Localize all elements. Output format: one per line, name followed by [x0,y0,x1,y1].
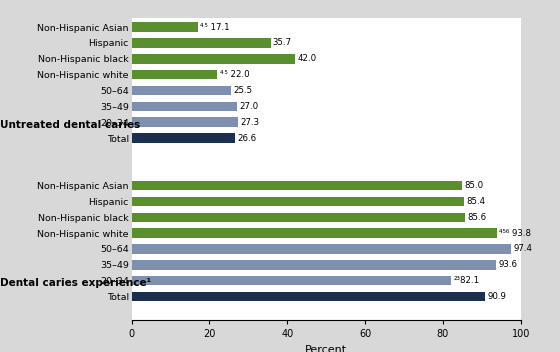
Text: 35.7: 35.7 [273,38,292,48]
Bar [132,38,270,48]
Bar [132,197,464,206]
Bar [132,228,497,238]
Text: 90.9: 90.9 [488,292,507,301]
Text: 97.4: 97.4 [513,245,532,253]
Text: 26.6: 26.6 [237,133,256,143]
Bar [132,70,217,80]
Bar [132,102,237,111]
Text: ⁴ ⁵ 22.0: ⁴ ⁵ 22.0 [220,70,249,79]
Bar [132,181,463,190]
Text: 85.0: 85.0 [465,181,484,190]
Bar [132,118,238,127]
Text: 42.0: 42.0 [297,54,316,63]
Text: 93.6: 93.6 [498,260,517,269]
Bar [132,292,486,301]
Bar [132,54,295,64]
Text: ⁴⁵⁶ 93.8: ⁴⁵⁶ 93.8 [499,229,531,238]
Bar [132,276,451,285]
Text: ²³82.1: ²³82.1 [454,276,479,285]
Bar [132,23,198,32]
Text: 27.0: 27.0 [239,102,258,111]
Bar [132,133,235,143]
Bar [132,86,231,95]
Bar [132,260,496,270]
Text: 27.3: 27.3 [240,118,259,127]
Text: 25.5: 25.5 [233,86,253,95]
Text: 85.6: 85.6 [467,213,486,222]
Text: Untreated dental caries: Untreated dental caries [0,120,141,130]
Text: Dental caries experience¹: Dental caries experience¹ [0,278,151,288]
Text: ⁴ ⁵ 17.1: ⁴ ⁵ 17.1 [200,23,230,32]
Bar [132,244,511,254]
X-axis label: Percent: Percent [305,345,347,352]
Text: 85.4: 85.4 [466,197,486,206]
Bar [132,213,465,222]
